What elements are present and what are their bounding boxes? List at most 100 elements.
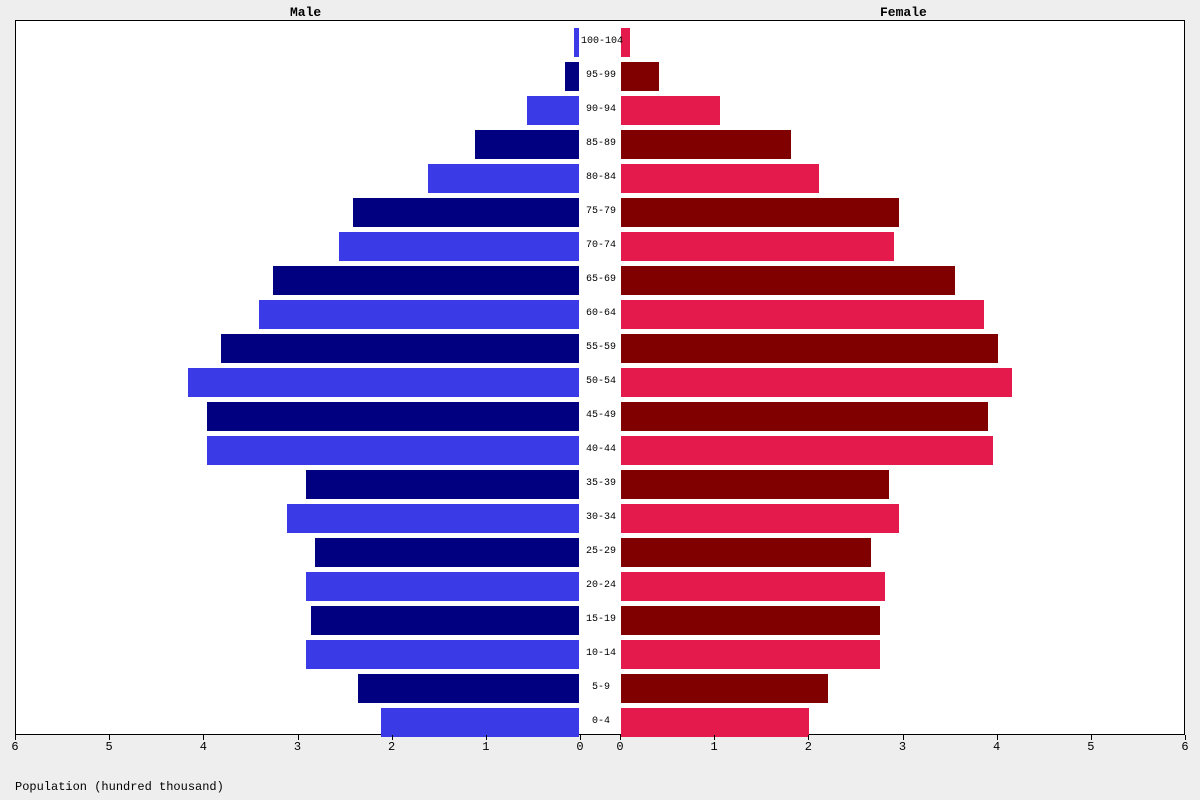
age-label: 100-104 xyxy=(581,36,621,47)
age-label: 50-54 xyxy=(581,376,621,387)
age-label: 75-79 xyxy=(581,206,621,217)
female-bar xyxy=(621,674,828,703)
x-tick-label: 0 xyxy=(616,740,623,754)
age-label: 60-64 xyxy=(581,308,621,319)
female-bar xyxy=(621,606,880,635)
x-axis: 65432100123456 xyxy=(15,740,1185,760)
x-tick-label: 6 xyxy=(11,740,18,754)
age-row: 35-39 xyxy=(16,468,1184,502)
age-row: 75-79 xyxy=(16,196,1184,230)
age-label: 15-19 xyxy=(581,614,621,625)
female-bar xyxy=(621,232,894,261)
female-title: Female xyxy=(880,5,927,20)
male-bar xyxy=(381,708,579,737)
male-bar xyxy=(221,334,579,363)
age-label: 95-99 xyxy=(581,70,621,81)
x-tick-label: 6 xyxy=(1181,740,1188,754)
male-bar xyxy=(339,232,579,261)
x-tick-label: 5 xyxy=(1087,740,1094,754)
male-bar xyxy=(353,198,579,227)
female-bar xyxy=(621,130,791,159)
page: Male Female 100-104 95-99 90-94 85-89 80-84 7… xyxy=(0,0,1200,800)
male-bar xyxy=(306,470,579,499)
x-tick-label: 1 xyxy=(711,740,718,754)
age-label: 30-34 xyxy=(581,512,621,523)
age-label: 0-4 xyxy=(581,716,621,727)
male-bar xyxy=(428,164,579,193)
male-bar xyxy=(527,96,579,125)
age-row: 80-84 xyxy=(16,162,1184,196)
age-row: 5-9 xyxy=(16,672,1184,706)
male-bar xyxy=(475,130,579,159)
male-bar xyxy=(565,62,579,91)
x-tick-label: 3 xyxy=(899,740,906,754)
x-tick-label: 4 xyxy=(993,740,1000,754)
bars-container: 100-104 95-99 90-94 85-89 80-84 75-79 70-74 65-… xyxy=(16,26,1184,734)
age-row: 15-19 xyxy=(16,604,1184,638)
male-bar xyxy=(311,606,579,635)
age-row: 40-44 xyxy=(16,434,1184,468)
female-bar xyxy=(621,266,955,295)
male-bar xyxy=(259,300,579,329)
age-label: 35-39 xyxy=(581,478,621,489)
x-tick-label: 4 xyxy=(200,740,207,754)
female-bar xyxy=(621,62,659,91)
age-label: 85-89 xyxy=(581,138,621,149)
age-row: 95-99 xyxy=(16,60,1184,94)
female-bar xyxy=(621,572,885,601)
female-bar xyxy=(621,640,880,669)
male-bar xyxy=(207,436,579,465)
age-label: 10-14 xyxy=(581,648,621,659)
age-row: 10-14 xyxy=(16,638,1184,672)
age-label: 70-74 xyxy=(581,240,621,251)
male-bar xyxy=(306,640,579,669)
age-label: 25-29 xyxy=(581,546,621,557)
age-row: 30-34 xyxy=(16,502,1184,536)
x-tick-label: 2 xyxy=(388,740,395,754)
age-label: 5-9 xyxy=(581,682,621,693)
age-row: 45-49 xyxy=(16,400,1184,434)
age-label: 20-24 xyxy=(581,580,621,591)
male-bar xyxy=(306,572,579,601)
female-bar xyxy=(621,470,889,499)
male-bar xyxy=(287,504,579,533)
x-tick-label: 5 xyxy=(106,740,113,754)
male-bar xyxy=(207,402,579,431)
age-row: 60-64 xyxy=(16,298,1184,332)
male-title: Male xyxy=(290,5,321,20)
age-row: 65-69 xyxy=(16,264,1184,298)
age-row: 90-94 xyxy=(16,94,1184,128)
male-bar xyxy=(188,368,579,397)
x-tick-label: 0 xyxy=(576,740,583,754)
female-bar xyxy=(621,334,998,363)
male-bar xyxy=(574,28,579,57)
age-row: 0-4 xyxy=(16,706,1184,740)
age-label: 45-49 xyxy=(581,410,621,421)
female-bar xyxy=(621,402,988,431)
age-row: 55-59 xyxy=(16,332,1184,366)
male-bar xyxy=(358,674,579,703)
age-row: 70-74 xyxy=(16,230,1184,264)
age-label: 80-84 xyxy=(581,172,621,183)
age-label: 55-59 xyxy=(581,342,621,353)
age-row: 50-54 xyxy=(16,366,1184,400)
plot-area: 100-104 95-99 90-94 85-89 80-84 75-79 70-74 65-… xyxy=(15,20,1185,735)
age-row: 20-24 xyxy=(16,570,1184,604)
female-bar xyxy=(621,708,809,737)
female-bar xyxy=(621,198,899,227)
female-bar xyxy=(621,164,819,193)
axis-caption: Population (hundred thousand) xyxy=(15,780,224,794)
age-row: 25-29 xyxy=(16,536,1184,570)
female-bar xyxy=(621,96,720,125)
age-row: 85-89 xyxy=(16,128,1184,162)
x-tick-label: 1 xyxy=(482,740,489,754)
female-bar xyxy=(621,436,993,465)
female-bar xyxy=(621,368,1012,397)
age-label: 40-44 xyxy=(581,444,621,455)
age-label: 65-69 xyxy=(581,274,621,285)
x-tick-label: 3 xyxy=(294,740,301,754)
female-bar xyxy=(621,504,899,533)
x-tick-label: 2 xyxy=(805,740,812,754)
male-bar xyxy=(273,266,579,295)
age-row: 100-104 xyxy=(16,26,1184,60)
